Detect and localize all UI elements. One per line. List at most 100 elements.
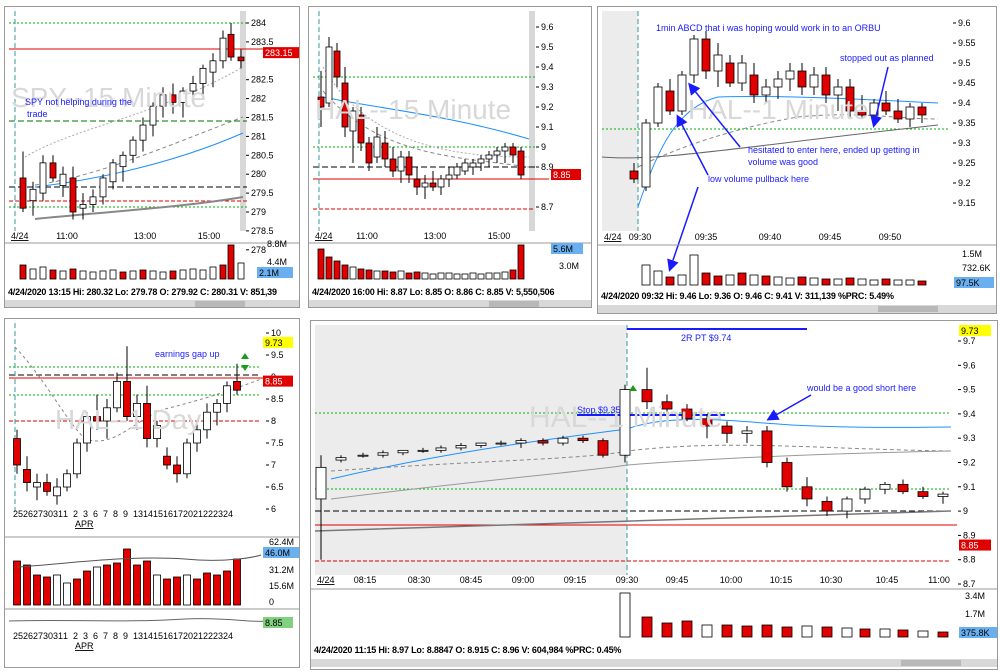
candle-body (437, 178, 445, 188)
volume-bar (641, 264, 651, 286)
spy-volume-axis: 8.8M 4.4M2.1M (257, 239, 293, 278)
volume-bar (857, 278, 867, 286)
volume-bar (897, 629, 909, 638)
chart-panel-hal-1min-main[interactable]: HAL--1 Minute 2R PT $9.74 Stop $9.35 wou… (310, 320, 998, 670)
candle-body (13, 438, 21, 466)
hal-1min-main-chart-svg[interactable]: HAL--1 Minute 2R PT $9.74 Stop $9.35 wou… (311, 321, 998, 670)
hal-1min-open-volume-axis: 1.5M 732.6K 97.5K (954, 249, 994, 288)
hal-daily-current-price-label (263, 375, 293, 387)
volume-bar (103, 564, 111, 606)
volume-bar (665, 276, 675, 286)
axis-label: 9.2 (963, 458, 976, 468)
volume-bar (461, 273, 469, 280)
axis-label: 17 (173, 509, 183, 519)
hal-1min-open-volume-label-text: 97.5K (956, 278, 980, 288)
spy-chart-svg[interactable]: SPY--15 Minute SPY not helping during th… (5, 7, 300, 308)
volume-bar (689, 254, 699, 286)
chart-panel-hal-daily[interactable]: HAL--1 Day earnings gap up 109.598.587.5… (4, 318, 300, 668)
candle-body (741, 430, 753, 434)
volume-bar (721, 624, 733, 638)
hal-1min-open-price-axis: 9.6 9.55 9.5 9.45 9.4 9.35 9.3 9.25 9.2 9.15 4/24 (604, 18, 976, 242)
hal-daily-volume-label-text: 46.0M (265, 548, 290, 558)
axis-label: 9.7 (963, 336, 976, 346)
candle-body (203, 411, 211, 431)
candle-body (63, 473, 71, 488)
chart-panel-hal-1min-open[interactable]: HAL--1 Minute 1min ABCD that i was hopin… (597, 6, 997, 314)
axis-label: 1.5M (962, 249, 982, 259)
candle-body (857, 110, 867, 116)
volume-bar (845, 277, 855, 286)
axis-label: 7 (103, 509, 108, 519)
spy-price-axis: 284 283.5 282.5 282 281.5 281 280.5 280 279.5 279… (11, 18, 299, 255)
candle-body (773, 78, 783, 88)
volume-bar (59, 270, 67, 280)
axis-label: 3.0M (559, 261, 579, 271)
hal-1min-open-chart-svg[interactable]: HAL--1 Minute 1min ABCD that i was hopin… (598, 7, 997, 314)
axis-label: 8.8 (963, 555, 976, 565)
axis-label: 15 (153, 631, 163, 641)
chart-panel-spy-15min[interactable]: SPY--15 Minute SPY not helping during th… (4, 6, 300, 308)
axis-label: 9.3 (541, 82, 554, 92)
axis-label: 9.25 (958, 158, 976, 168)
volume-bar (79, 270, 87, 280)
chart-panel-hal-15min[interactable]: HAL--15 Minute 9.6 9.5 9.4 9.3 9.2 9.1 9 8.9 8.7… (308, 6, 592, 308)
hal-15min-volume-axis: 5.6M 3.0M (551, 243, 583, 271)
axis-label: 8.5 (271, 394, 284, 404)
candle-body (597, 440, 609, 456)
axis-label: 23 (213, 631, 223, 641)
axis-label: 3 (83, 509, 88, 519)
volume-bar (133, 564, 141, 606)
axis-label: 30 (43, 631, 53, 641)
candle-body (641, 389, 653, 403)
volume-bar (43, 576, 51, 606)
buy-marker (241, 353, 249, 359)
hal-1min-main-scroll-thumb[interactable] (901, 660, 961, 666)
axis-label: 22 (203, 631, 213, 641)
candle-body (677, 74, 687, 112)
axis-label: 31 (53, 509, 63, 519)
hal-1min-open-scrollbar[interactable] (598, 305, 996, 313)
axis-label: 31 (53, 631, 63, 641)
axis-label: 9.55 (958, 38, 976, 48)
candle-body (801, 486, 813, 500)
spy-candles (19, 23, 245, 220)
buy-marker (629, 385, 637, 391)
volume-bar (33, 574, 41, 606)
hal-15min-volume-label-text: 5.6M (553, 244, 573, 254)
hal-1min-main-high-label-text: 9.73 (961, 326, 979, 336)
volume-bar (49, 269, 57, 280)
volume-bar (859, 628, 871, 638)
spy-annotation: SPY not helping during the (25, 97, 132, 107)
candle-body (39, 162, 47, 194)
volume-bar (653, 270, 663, 286)
hal-1min-open-scroll-thumb[interactable] (878, 306, 938, 312)
hal-1min-main-scrollbar[interactable] (311, 659, 997, 667)
hal-1min-main-price-axis: 9.7 9.6 9.5 9.4 9.3 9.2 9.1 9 8.9 8.8 8.7 9.73 8.85 4… (317, 325, 991, 589)
hal-15min-scrollbar[interactable] (309, 300, 591, 307)
volume-bar (169, 270, 177, 280)
hal-15min-scroll-thumb[interactable] (489, 301, 539, 307)
candle-body (213, 403, 221, 413)
candle-body (113, 381, 121, 409)
volume-bar (139, 269, 147, 280)
sell-marker (681, 409, 689, 415)
volume-bar (893, 279, 903, 286)
candle-body (159, 94, 167, 107)
candle-body (183, 442, 191, 475)
volume-bar (833, 278, 843, 286)
axis-label: 9.2 (541, 102, 554, 112)
hal-1min-main-volume-bars (619, 592, 949, 638)
candle-body (517, 150, 525, 176)
axis-label: 9.4 (541, 62, 554, 72)
hal-daily-chart-svg[interactable]: HAL--1 Day earnings gap up 109.598.587.5… (5, 319, 300, 668)
hal-15min-chart-svg[interactable]: HAL--15 Minute 9.6 9.5 9.4 9.3 9.2 9.1 9 8.9 8.7… (309, 7, 592, 308)
volume-bar (741, 625, 753, 638)
spy-scroll-thumb[interactable] (195, 301, 245, 307)
axis-label: 62.4M (269, 537, 294, 547)
volume-bar (917, 280, 927, 286)
axis-label: 11:00 (56, 231, 78, 241)
spy-scrollbar[interactable] (5, 300, 299, 307)
candle-body (199, 67, 207, 84)
candle-body (665, 90, 675, 112)
